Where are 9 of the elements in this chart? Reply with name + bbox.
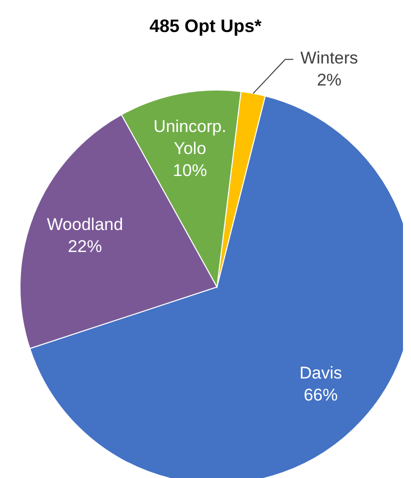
slice-label: Woodland (46, 214, 124, 234)
data-label: 22% (68, 236, 102, 256)
data-label: 10% (172, 160, 207, 180)
slice-label: Winters (300, 48, 358, 67)
data-label: 66% (304, 385, 338, 404)
slice-label: Davis (299, 363, 342, 382)
slice-label: Unincorp. Yolo (154, 116, 226, 158)
data-label: 2% (316, 70, 342, 89)
chart-title: 485 Opt Ups* (148, 16, 263, 37)
